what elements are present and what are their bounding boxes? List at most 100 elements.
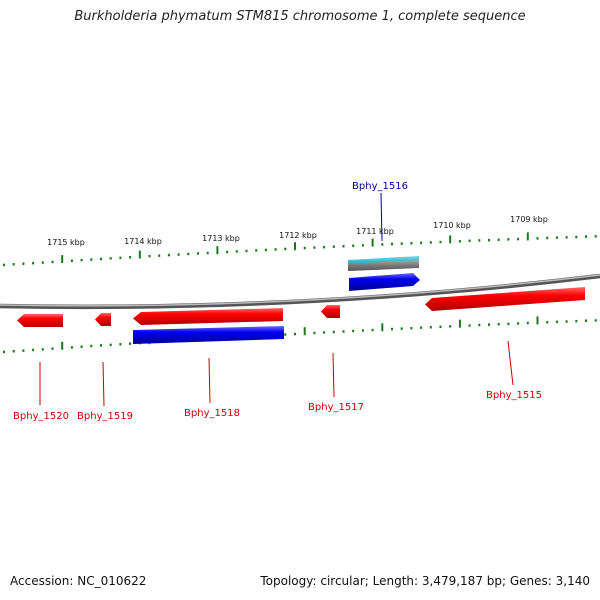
minor-tick bbox=[12, 263, 15, 266]
gene-labels: Bphy_1516 Bphy_1520 Bphy_1519 Bphy_1518 … bbox=[13, 181, 542, 422]
minor-tick bbox=[497, 238, 500, 241]
gene-label-bphy-1516[interactable]: Bphy_1516 bbox=[352, 181, 408, 192]
major-tick bbox=[526, 232, 529, 241]
minor-tick bbox=[342, 330, 345, 333]
minor-tick bbox=[32, 348, 35, 352]
major-tick bbox=[449, 235, 452, 244]
minor-tick bbox=[439, 240, 442, 244]
minor-tick bbox=[507, 238, 510, 241]
leader-bphy-1519 bbox=[102, 361, 105, 407]
minor-tick bbox=[546, 236, 549, 240]
minor-tick bbox=[264, 248, 267, 252]
minor-tick bbox=[323, 245, 326, 249]
minor-tick bbox=[332, 330, 335, 334]
minor-tick bbox=[585, 319, 587, 322]
gene-bphy-1518[interactable] bbox=[133, 308, 283, 325]
minor-tick bbox=[12, 350, 15, 353]
minor-tick bbox=[410, 242, 413, 245]
minor-tick bbox=[245, 249, 248, 253]
minor-tick bbox=[410, 326, 413, 330]
minor-tick bbox=[536, 237, 539, 240]
minor-tick bbox=[148, 254, 151, 258]
minor-tick bbox=[352, 329, 355, 333]
minor-tick bbox=[546, 321, 549, 324]
gene-label-bphy-1517[interactable]: Bphy_1517 bbox=[308, 402, 364, 413]
leader-bphy-1518 bbox=[208, 357, 211, 404]
minor-tick bbox=[129, 256, 132, 259]
gene-bphy-1519[interactable] bbox=[95, 313, 111, 326]
gene-bphy-1515[interactable] bbox=[425, 287, 585, 311]
minor-tick bbox=[468, 324, 471, 327]
scale-label-1709: 1709 kbp bbox=[510, 215, 548, 224]
minor-tick bbox=[129, 342, 132, 345]
major-tick bbox=[61, 341, 64, 350]
minor-tick bbox=[381, 243, 384, 246]
gene-label-bphy-1515[interactable]: Bphy_1515 bbox=[486, 390, 542, 401]
minor-tick bbox=[361, 329, 364, 332]
minor-tick bbox=[41, 348, 44, 351]
minor-tick bbox=[3, 350, 5, 354]
minor-tick bbox=[420, 326, 423, 329]
minor-tick bbox=[119, 343, 122, 346]
scale-label-1713: 1713 kbp bbox=[202, 234, 240, 243]
minor-tick bbox=[555, 320, 558, 324]
gene-bphy-1517[interactable] bbox=[321, 305, 340, 318]
minor-tick bbox=[90, 258, 93, 261]
minor-tick bbox=[371, 328, 374, 332]
minor-tick bbox=[206, 251, 209, 255]
minor-tick bbox=[226, 250, 229, 254]
leader-lines bbox=[39, 192, 514, 407]
minor-tick bbox=[400, 242, 403, 245]
gene-label-bphy-1519[interactable]: Bphy_1519 bbox=[77, 411, 133, 422]
feature-bphy-1516-grey[interactable] bbox=[348, 260, 419, 271]
chromosome-backbone-highlight bbox=[0, 274, 600, 307]
minor-tick bbox=[41, 261, 44, 264]
minor-tick bbox=[284, 247, 287, 251]
minor-tick bbox=[478, 239, 481, 242]
gene-bphy-1520[interactable] bbox=[17, 314, 63, 327]
minor-tick bbox=[100, 257, 102, 261]
minor-tick bbox=[391, 327, 393, 331]
minor-tick bbox=[303, 246, 306, 250]
minor-tick bbox=[575, 235, 578, 239]
minor-tick bbox=[313, 246, 316, 249]
accession-text: Accession: NC_010622 bbox=[10, 574, 147, 588]
major-tick bbox=[303, 327, 306, 336]
minor-tick bbox=[235, 250, 238, 253]
minor-tick bbox=[458, 240, 461, 243]
minor-tick bbox=[565, 320, 568, 323]
minor-tick bbox=[497, 323, 500, 326]
minor-tick bbox=[313, 331, 316, 335]
leader-bphy-1515 bbox=[507, 340, 514, 386]
sequence-summary: Topology: circular; Length: 3,479,187 bp… bbox=[260, 574, 590, 588]
major-tick bbox=[458, 319, 461, 328]
minor-tick bbox=[488, 238, 490, 242]
minor-tick bbox=[255, 249, 258, 252]
gene-label-bphy-1520[interactable]: Bphy_1520 bbox=[13, 411, 69, 422]
scale-labels: 1715 kbp 1714 kbp 1713 kbp 1712 kbp 1711… bbox=[47, 215, 548, 247]
gene-label-bphy-1518[interactable]: Bphy_1518 bbox=[184, 408, 240, 419]
major-tick bbox=[61, 255, 64, 264]
minor-tick bbox=[361, 244, 364, 247]
minor-tick bbox=[585, 235, 587, 238]
minor-tick bbox=[51, 260, 54, 264]
minor-tick bbox=[167, 253, 170, 257]
minor-tick bbox=[526, 321, 529, 325]
scale-label-1715: 1715 kbp bbox=[47, 238, 85, 247]
minor-tick bbox=[90, 344, 93, 348]
scale-label-1710: 1710 kbp bbox=[433, 221, 471, 230]
gene-bphy-1516[interactable] bbox=[349, 273, 420, 291]
minor-tick bbox=[284, 333, 287, 336]
minor-tick bbox=[478, 323, 481, 327]
leader-bphy-1517 bbox=[332, 352, 335, 398]
gene-bphy-1518-reverse[interactable] bbox=[133, 326, 284, 344]
chromosome-backbone bbox=[0, 273, 600, 310]
minor-tick bbox=[177, 253, 180, 256]
major-tick bbox=[536, 316, 539, 325]
minor-tick bbox=[488, 323, 490, 326]
minor-tick bbox=[323, 331, 326, 334]
minor-tick bbox=[449, 325, 452, 328]
minor-tick bbox=[517, 322, 520, 325]
minor-tick bbox=[565, 236, 568, 239]
